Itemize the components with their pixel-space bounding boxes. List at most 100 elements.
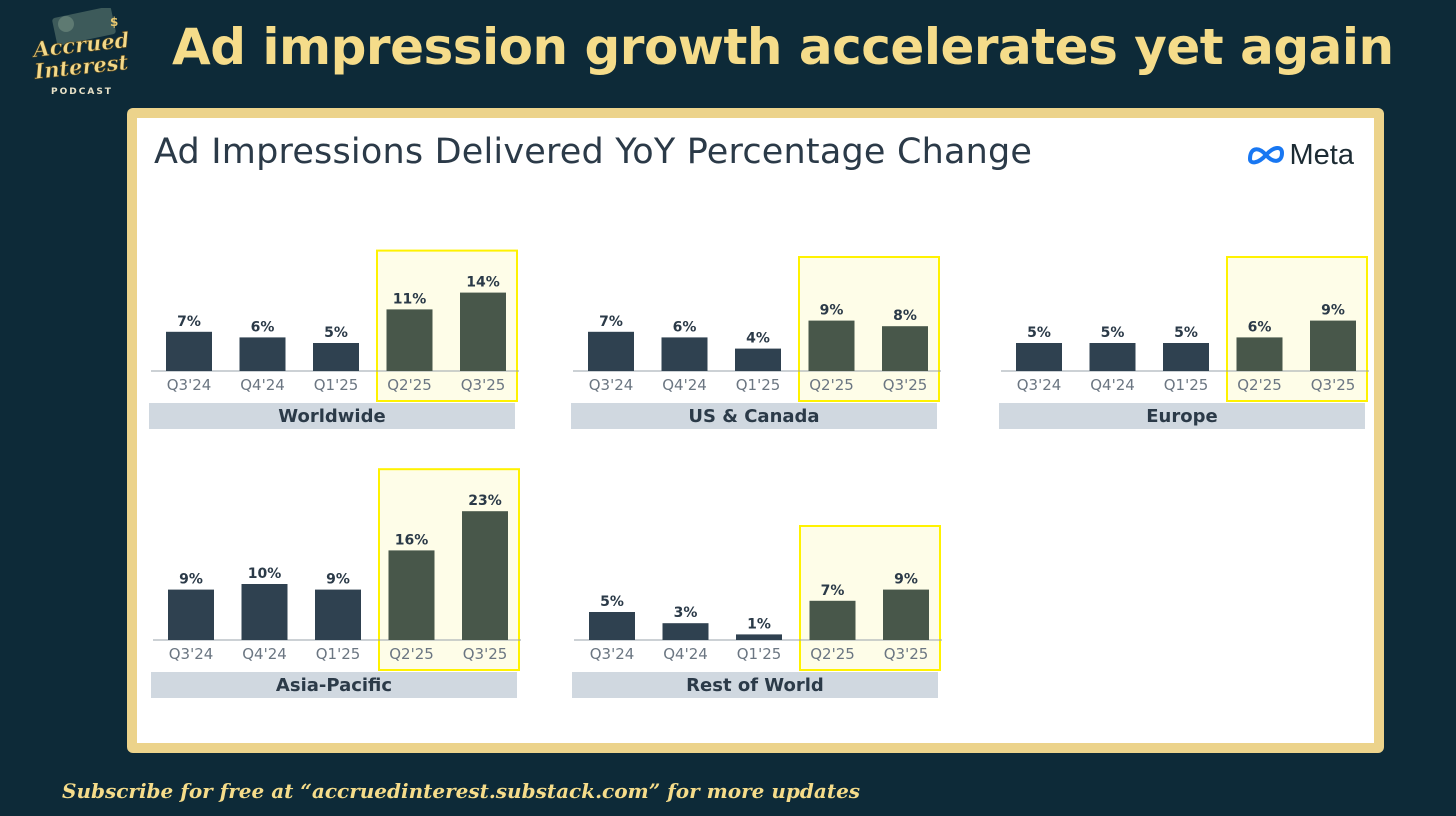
tick-label: Q3'25 [884,645,929,663]
data-label: 3% [674,605,698,621]
region-band [151,672,517,698]
bar-Q225 [808,320,855,371]
region-band [149,403,515,429]
data-label: 8% [893,308,917,324]
data-label: 1% [747,616,771,632]
tick-label: Q4'24 [1090,376,1135,394]
logo-line-podcast: PODCAST [51,87,113,97]
bar-Q424 [1089,343,1136,371]
bar-Q324 [588,331,634,371]
bar-Q424 [239,337,286,371]
bar-Q324 [166,331,212,371]
chart-panel-europe: 5% Q3'24 5% Q4'24 5% Q1'25 6% Q2'25 9% Q3'25 Europ… [999,256,1369,429]
page-title: Ad impression growth accelerates yet aga… [172,18,1394,76]
tick-label: Q2'25 [389,645,434,663]
bar-Q424 [241,584,288,640]
bar-Q325 [882,326,928,371]
data-label: 6% [1248,319,1272,335]
data-label: 7% [599,314,623,330]
tick-label: Q2'25 [1237,376,1282,394]
data-label: 14% [466,275,500,291]
data-label: 11% [393,291,427,307]
tick-label: Q3'25 [883,376,928,394]
data-label: 6% [251,319,275,335]
bar-Q325 [883,589,929,640]
small-multiples-chart: 7% Q3'24 6% Q4'24 5% Q1'25 11% Q2'25 14% Q3'25 Wor… [149,249,1369,698]
bar-Q225 [386,309,433,371]
chart-panel-rest-of-world: 5% Q3'24 3% Q4'24 1% Q1'25 7% Q2'25 9% Q3'25 Rest … [572,525,942,698]
data-label: 5% [1101,325,1125,341]
tick-label: Q3'25 [463,645,508,663]
tick-label: Q3'24 [590,645,635,663]
region-band [572,672,938,698]
data-label: 4% [746,331,770,347]
region-label: US & Canada [688,406,819,427]
chart-title: Ad Impressions Delivered YoY Percentage … [154,132,1033,172]
tick-label: Q3'25 [1311,376,1356,394]
region-band [571,403,937,429]
region-label: Rest of World [686,675,824,696]
tick-label: Q3'24 [167,376,212,394]
chart-panel-worldwide: 7% Q3'24 6% Q4'24 5% Q1'25 11% Q2'25 14% Q3'25 Wor… [149,249,519,429]
region-label: Europe [1146,406,1217,427]
bar-Q325 [462,511,508,640]
podcast-logo: $ Accrued Interest PODCAST [24,8,142,100]
bar-Q125 [315,589,361,640]
data-label: 5% [600,594,624,610]
bar-Q125 [735,348,781,371]
data-label: 9% [179,572,203,588]
data-label: 9% [820,303,844,319]
tick-label: Q3'24 [589,376,634,394]
tick-label: Q1'25 [737,645,782,663]
tick-label: Q1'25 [736,376,781,394]
bar-Q424 [661,337,708,371]
data-label: 9% [326,572,350,588]
tick-label: Q3'24 [169,645,214,663]
tick-label: Q3'24 [1017,376,1062,394]
region-band [999,403,1365,429]
bar-Q324 [1016,343,1062,371]
bar-Q324 [168,589,214,640]
tick-label: Q4'24 [240,376,285,394]
tick-label: Q1'25 [316,645,361,663]
chart-panel-us-canada: 7% Q3'24 6% Q4'24 4% Q1'25 9% Q2'25 8% Q3'25 US & … [571,256,941,429]
tick-label: Q4'24 [663,645,708,663]
tick-label: Q2'25 [809,376,854,394]
data-label: 5% [1174,325,1198,341]
data-label: 7% [177,314,201,330]
bar-Q125 [736,634,782,640]
data-label: 23% [468,493,502,509]
tick-label: Q4'24 [662,376,707,394]
bar-Q125 [313,343,359,371]
meta-infinity-icon [1247,146,1284,165]
tick-label: Q1'25 [314,376,359,394]
bar-Q225 [809,600,856,640]
bar-Q325 [460,292,506,371]
bar-Q225 [1236,337,1283,371]
data-label: 7% [821,583,845,599]
data-label: 16% [395,532,429,548]
data-label: 9% [894,572,918,588]
chart-panel-asia-pacific: 9% Q3'24 10% Q4'24 9% Q1'25 16% Q2'25 23% Q3'25 As… [151,468,521,698]
bar-Q424 [662,623,709,640]
tick-label: Q2'25 [810,645,855,663]
svg-text:$: $ [110,15,118,29]
region-label: Worldwide [278,406,385,427]
bar-Q225 [388,550,435,640]
tick-label: Q1'25 [1164,376,1209,394]
bar-Q325 [1310,320,1356,371]
chart-card: Ad Impressions Delivered YoY Percentage … [137,118,1374,743]
meta-wordmark: Meta [1289,138,1354,171]
data-label: 5% [324,325,348,341]
bar-Q125 [1163,343,1209,371]
meta-logo: Meta [1246,138,1354,172]
data-label: 6% [673,319,697,335]
bar-Q324 [589,612,635,640]
tick-label: Q2'25 [387,376,432,394]
data-label: 9% [1321,303,1345,319]
tick-label: Q4'24 [242,645,287,663]
subscribe-footer: Subscribe for free at “accruedinterest.s… [62,779,861,803]
region-label: Asia-Pacific [276,675,392,696]
tick-label: Q3'25 [461,376,506,394]
data-label: 5% [1027,325,1051,341]
